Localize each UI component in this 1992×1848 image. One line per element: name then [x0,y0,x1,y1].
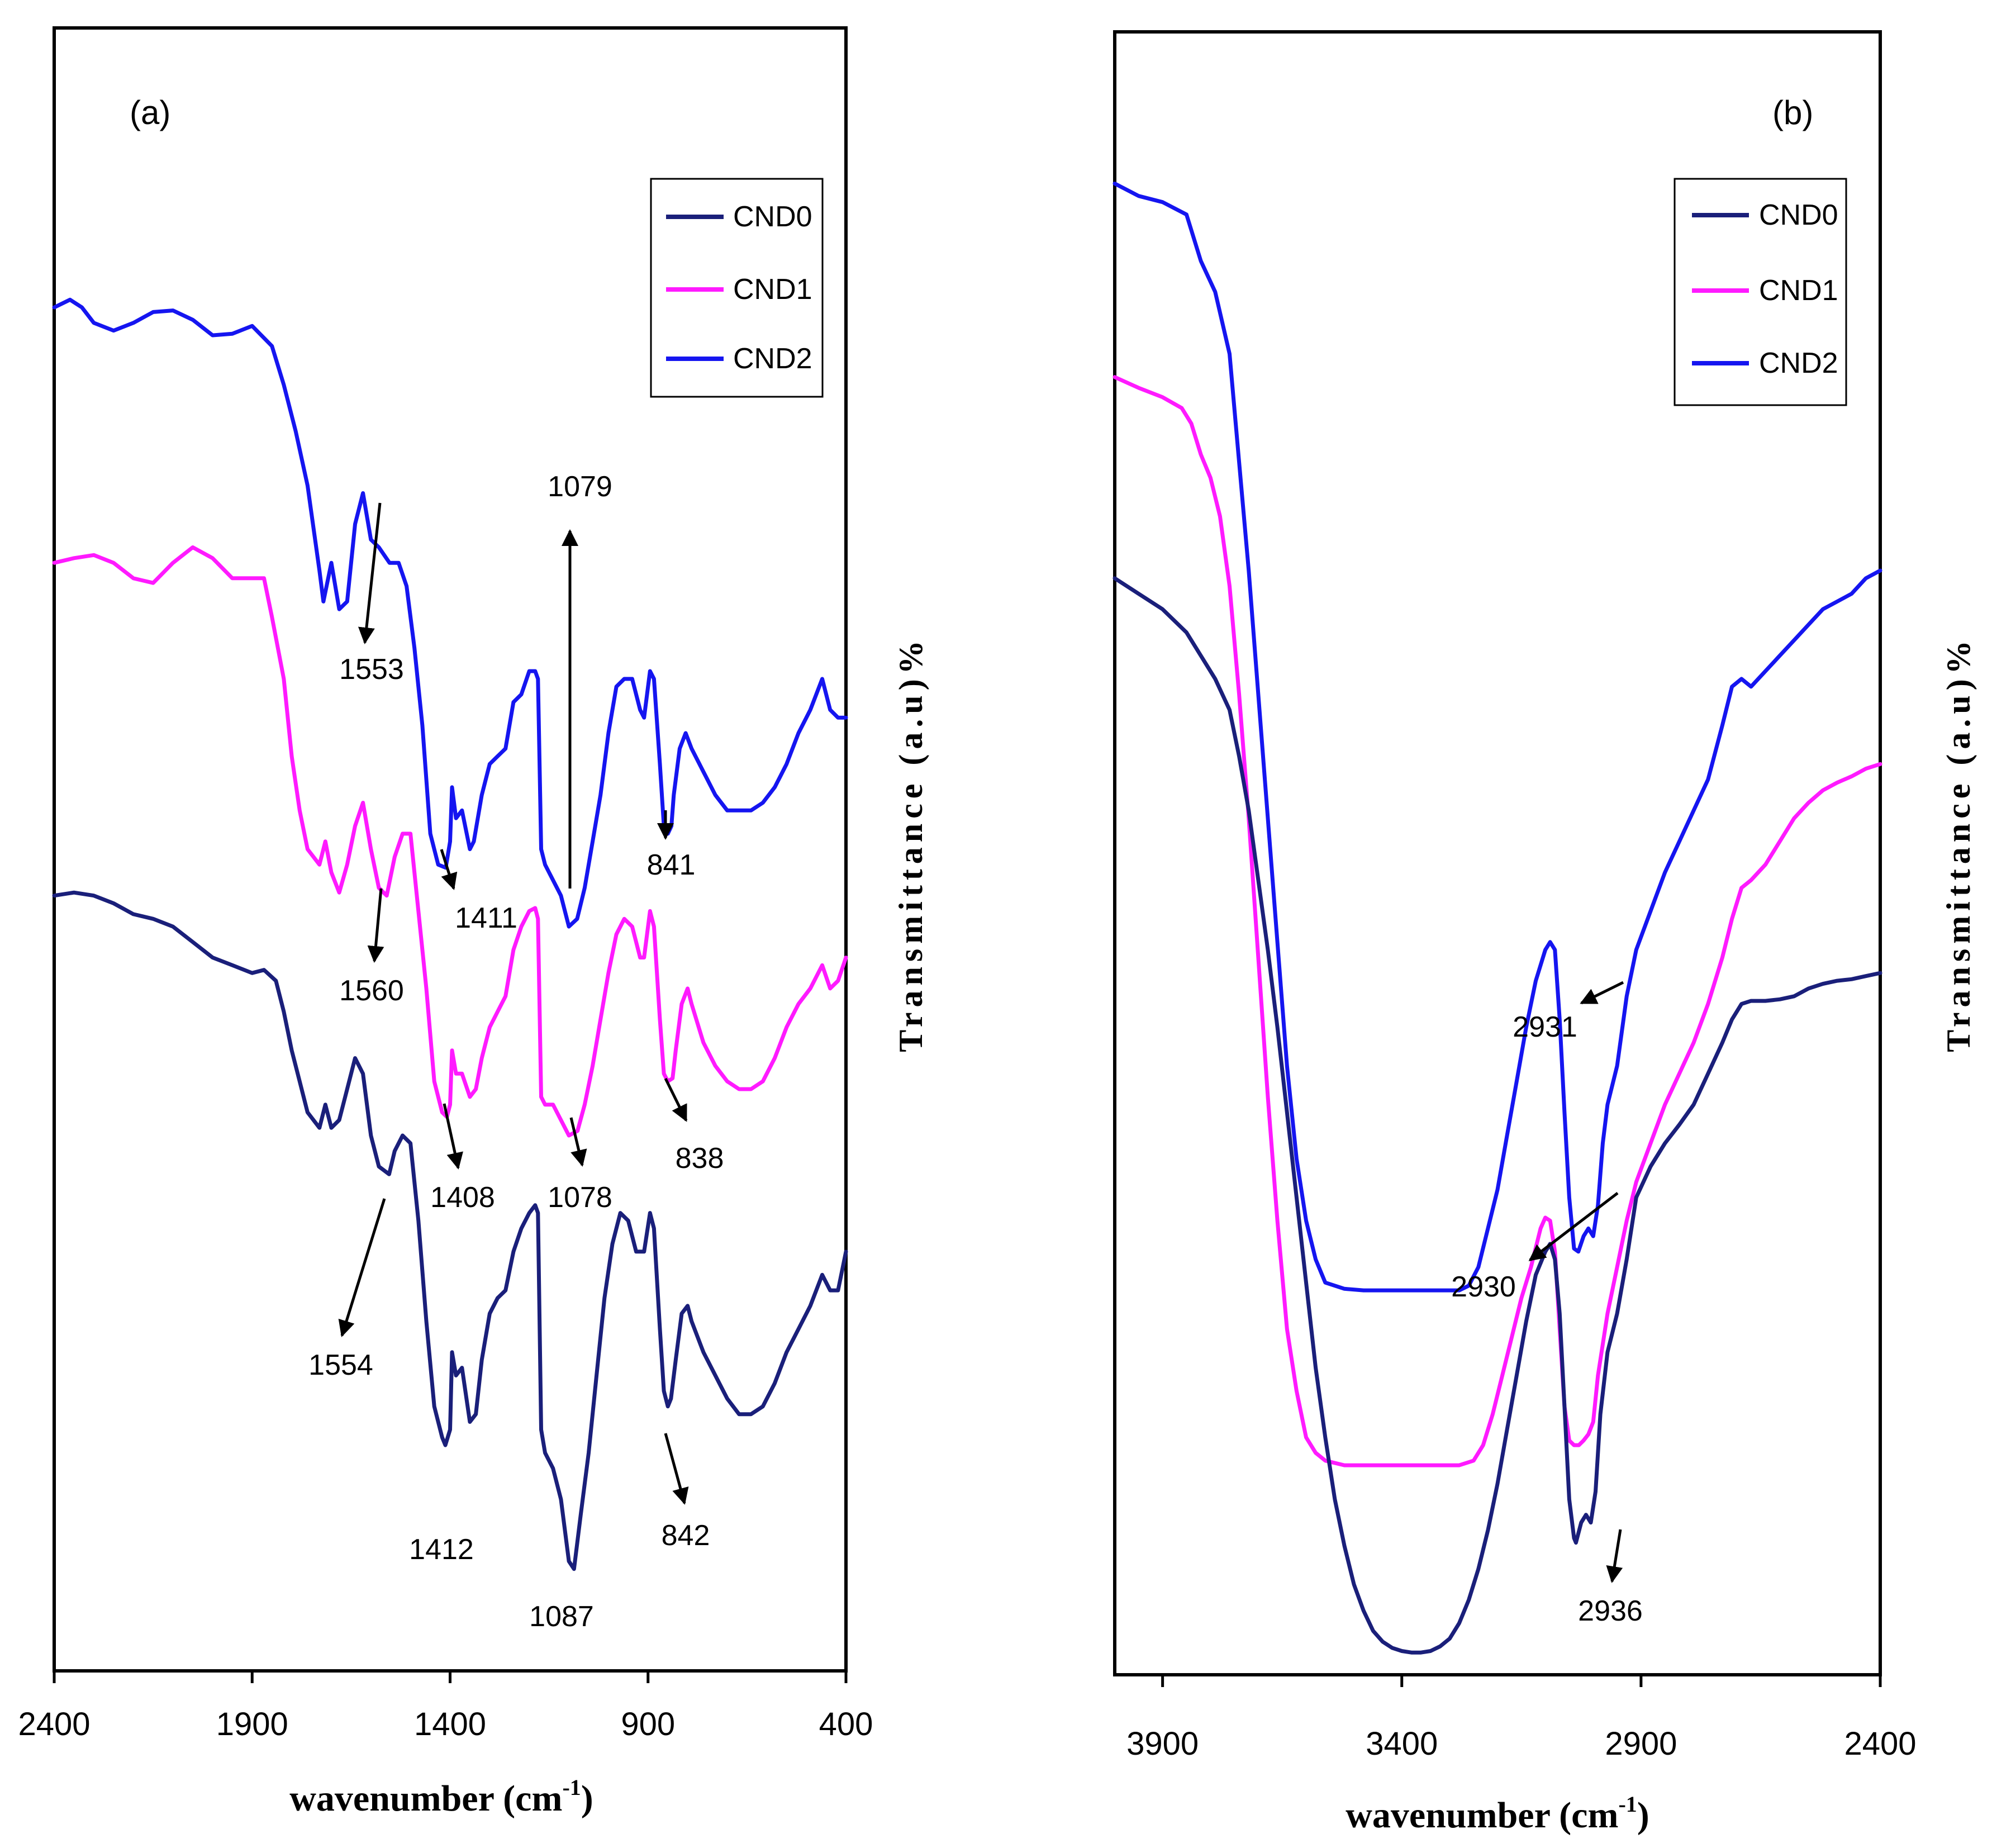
panel-b-legend: CND0 CND1 CND2 [1674,178,1847,406]
panel-b-y-axis-title: Transmittance (a.u)% [1940,635,1977,1052]
series-cnd2-line [52,297,848,929]
arrow-838 [664,1077,688,1122]
legend-label-cnd2: CND2 [733,343,812,375]
series-cnd1-line [52,545,848,1138]
legend-label-cnd2: CND2 [1759,347,1838,379]
panel-a-legend: CND0 CND1 CND2 [650,178,824,398]
x-tick-label: 2400 [1844,1726,1916,1762]
panel-b-annotations: 2931 2930 2936 [1451,1011,1643,1627]
annotation-1411: 1411 [455,902,517,934]
annotation-1408: 1408 [430,1181,495,1214]
legend-label-cnd1: CND1 [1759,274,1838,307]
panel-b-arrows [1528,981,1624,1583]
x-tick-label: 3900 [1126,1726,1199,1762]
annotation-842: 842 [662,1519,710,1552]
panel-a-annotations: 1553 1079 1411 841 1560 1408 1078 838 15… [308,471,724,1633]
x-tick-label: 3400 [1366,1726,1438,1762]
legend-label-cnd0: CND0 [1759,199,1838,231]
x-tick-label: 1900 [216,1706,288,1742]
panel-a-label: (a) [130,94,170,131]
panel-b-x-ticks: 3900 3400 2900 2400 [1126,1675,1917,1762]
arrow-1078 [569,1117,587,1167]
annotation-838: 838 [676,1142,724,1175]
panel-a-y-axis-title: Transmittance (a.u)% [892,635,929,1052]
annotation-1554: 1554 [308,1349,373,1381]
annotation-841: 841 [647,849,696,881]
panel-b: 3900 3400 2900 2400 2931 2930 2936 (b) CND0… [1113,30,1977,1836]
arrow-1408 [443,1103,463,1170]
annotation-2936: 2936 [1578,1595,1643,1627]
series-cnd2-line [1113,182,1882,1293]
x-tick-label: 900 [621,1706,675,1742]
panel-a-x-axis-title: wavenumber (cm-1) [289,1775,593,1819]
arrow-2931 [1580,981,1624,1005]
arrow-1560 [367,888,384,963]
panel-a-plot-area [52,297,848,1571]
legend-label-cnd0: CND0 [733,201,812,233]
panel-a-arrows [338,502,689,1505]
x-tick-label: 2900 [1605,1726,1677,1762]
series-cnd0-line [1113,576,1882,1655]
series-cnd1-line [1113,375,1882,1467]
arrow-1554 [338,1198,386,1337]
arrow-842 [664,1433,689,1505]
panel-a-x-ticks: 2400 1900 1400 900 400 [18,1671,873,1742]
annotation-1087: 1087 [529,1600,594,1633]
arrow-2936 [1606,1529,1623,1583]
panel-a: 2400 1900 1400 900 400 1553 1079 1411 841 15… [18,26,929,1819]
panel-b-label: (b) [1772,94,1813,131]
arrow-2930 [1528,1192,1619,1261]
annotation-1553: 1553 [339,653,404,686]
annotation-2931: 2931 [1513,1011,1577,1043]
x-tick-label: 2400 [18,1706,90,1742]
annotation-2930: 2930 [1451,1271,1516,1303]
series-cnd0-line [52,890,848,1571]
panel-b-plot-area [1113,182,1882,1655]
arrow-1553 [358,502,382,644]
panel-b-x-axis-title: wavenumber (cm-1) [1346,1792,1649,1836]
legend-label-cnd1: CND1 [733,273,812,306]
arrow-1411 [440,849,458,890]
annotation-1412: 1412 [409,1533,474,1566]
annotation-1560: 1560 [339,975,404,1007]
x-tick-label: 400 [819,1706,873,1742]
x-tick-label: 1400 [414,1706,486,1742]
annotation-1078: 1078 [548,1181,612,1214]
annotation-1079: 1079 [548,471,612,503]
